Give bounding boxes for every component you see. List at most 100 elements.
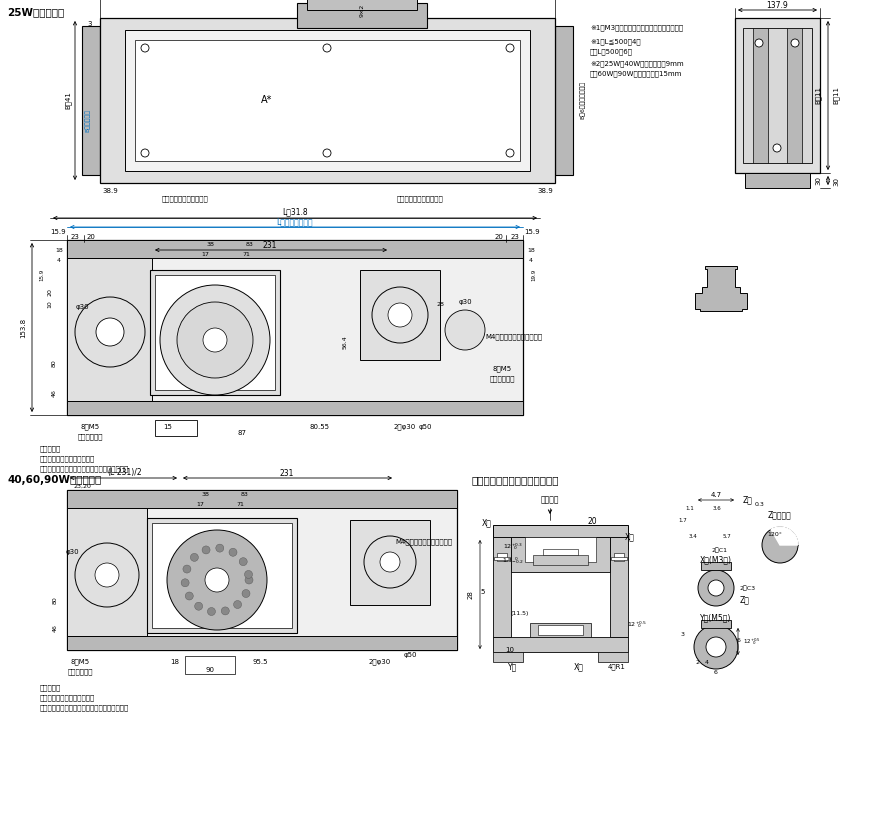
- Text: X部: X部: [482, 518, 492, 527]
- Text: (L-231)/2: (L-231)/2: [108, 468, 143, 477]
- Text: 23: 23: [511, 234, 519, 240]
- Bar: [745, 173, 810, 188]
- Text: 3.6: 3.6: [713, 505, 722, 511]
- Text: L＋31.8: L＋31.8: [282, 207, 307, 216]
- Bar: [511, 537, 610, 572]
- Text: B＋11: B＋11: [833, 86, 839, 104]
- Text: 1.5$^{\ \ 0}_{-0.2}$: 1.5$^{\ \ 0}_{-0.2}$: [502, 556, 524, 566]
- Text: A*: A*: [261, 95, 273, 105]
- Circle shape: [698, 570, 734, 606]
- Text: 10: 10: [505, 647, 514, 653]
- Circle shape: [181, 579, 189, 587]
- Text: 80: 80: [53, 596, 58, 604]
- Text: 8－M5: 8－M5: [80, 424, 100, 430]
- Bar: [125, 30, 530, 171]
- Text: 28: 28: [468, 591, 474, 600]
- Text: 搬送面側: 搬送面側: [541, 495, 560, 504]
- Text: 46: 46: [52, 389, 56, 397]
- Text: （対面含む）: （対面含む）: [67, 668, 93, 676]
- Bar: [735, 18, 820, 173]
- Text: ※2：25W、40Wモータ取付時9mm: ※2：25W、40Wモータ取付時9mm: [590, 60, 683, 67]
- Circle shape: [75, 543, 139, 607]
- Text: 20: 20: [495, 234, 503, 240]
- Bar: [152, 523, 292, 628]
- Circle shape: [380, 552, 400, 572]
- Text: 18: 18: [55, 247, 63, 252]
- Circle shape: [216, 544, 224, 552]
- Bar: [147, 518, 297, 633]
- Text: 20: 20: [86, 234, 95, 240]
- Text: 95.5: 95.5: [252, 659, 268, 665]
- Text: 120°: 120°: [767, 533, 782, 538]
- Text: 15.9: 15.9: [524, 229, 540, 235]
- Text: 8－M5: 8－M5: [70, 659, 90, 665]
- Bar: [494, 557, 510, 560]
- Text: （対面含む）: （対面含む）: [489, 375, 515, 383]
- Text: 4－R1: 4－R1: [608, 663, 626, 670]
- Circle shape: [706, 637, 726, 657]
- Circle shape: [75, 297, 145, 367]
- Circle shape: [185, 592, 193, 600]
- Text: L：プーリ間長さ: L：プーリ間長さ: [277, 218, 314, 227]
- Circle shape: [177, 302, 253, 378]
- Text: 0.3: 0.3: [755, 503, 765, 508]
- Text: B＋41: B＋41: [65, 91, 71, 109]
- Circle shape: [388, 303, 412, 327]
- Bar: [150, 270, 280, 395]
- Text: 38: 38: [206, 242, 214, 246]
- Text: φ30: φ30: [65, 549, 78, 555]
- Bar: [67, 240, 523, 258]
- Circle shape: [141, 44, 149, 52]
- Circle shape: [233, 601, 241, 609]
- Text: 2－C1: 2－C1: [712, 548, 728, 552]
- Text: φ30: φ30: [458, 299, 472, 305]
- Text: B＋11: B＋11: [814, 86, 822, 104]
- Text: 4.7: 4.7: [710, 492, 722, 498]
- Circle shape: [791, 39, 799, 47]
- Text: 80: 80: [52, 359, 56, 367]
- Circle shape: [160, 285, 270, 395]
- Circle shape: [694, 625, 738, 669]
- Circle shape: [208, 608, 216, 615]
- Circle shape: [755, 39, 763, 47]
- Bar: [185, 656, 235, 674]
- Text: 38.9: 38.9: [537, 188, 553, 194]
- Text: 5.7: 5.7: [723, 534, 732, 539]
- Bar: [360, 270, 440, 360]
- Text: Y部: Y部: [509, 663, 518, 672]
- Bar: [67, 490, 457, 508]
- Circle shape: [773, 144, 781, 152]
- Text: 5: 5: [481, 589, 486, 595]
- Text: 80.55: 80.55: [310, 424, 330, 430]
- Text: 18: 18: [170, 659, 179, 665]
- Text: 40,60,90Wモータ仕様: 40,60,90Wモータ仕様: [7, 475, 102, 485]
- Circle shape: [221, 607, 229, 615]
- Text: 23: 23: [70, 234, 79, 240]
- Text: 20: 20: [47, 288, 53, 296]
- Circle shape: [191, 553, 199, 561]
- Bar: [598, 652, 628, 662]
- Bar: [543, 549, 578, 555]
- Text: X部(M3用): X部(M3用): [700, 556, 732, 565]
- Text: M4テンション調整用ボルト: M4テンション調整用ボルト: [395, 539, 452, 545]
- Text: 87: 87: [238, 430, 247, 436]
- Circle shape: [203, 328, 227, 352]
- Circle shape: [372, 287, 428, 343]
- Text: 56.4: 56.4: [342, 335, 347, 349]
- Text: フレーム断面拡大（左右対称）: フレーム断面拡大（左右対称）: [472, 475, 560, 485]
- Bar: [701, 620, 731, 628]
- Text: 17: 17: [196, 503, 204, 508]
- Bar: [497, 553, 507, 561]
- Text: 90: 90: [206, 667, 215, 673]
- Circle shape: [95, 563, 119, 587]
- Polygon shape: [695, 266, 747, 311]
- Circle shape: [183, 565, 191, 573]
- Circle shape: [205, 568, 229, 592]
- Circle shape: [96, 318, 124, 346]
- Text: Z部: Z部: [743, 495, 753, 504]
- Text: 153.8: 153.8: [20, 317, 26, 338]
- Bar: [350, 520, 430, 605]
- Bar: [525, 537, 596, 562]
- Text: 2: 2: [695, 659, 699, 664]
- Bar: [753, 28, 768, 163]
